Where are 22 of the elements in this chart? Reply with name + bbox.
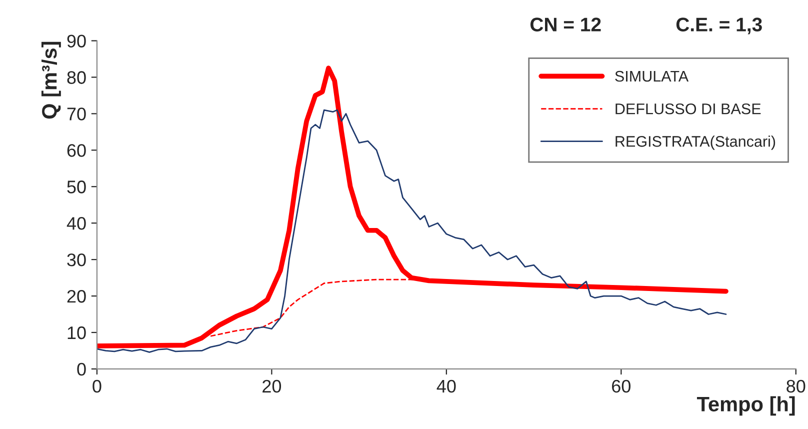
text: CN = 12 — [530, 18, 601, 32]
x-tick-label: 20 — [262, 380, 282, 393]
y-tick-label: 20 — [67, 290, 86, 303]
y-tick-label: 60 — [67, 144, 86, 157]
x-tick-label: 40 — [436, 380, 456, 393]
legend-label: REGISTRATA(Stancari) — [616, 136, 776, 150]
y-tick-label: 70 — [67, 108, 86, 120]
legend-label: DEFLUSSO DI BASE — [616, 103, 761, 114]
x-tick-label: 80 — [786, 380, 806, 393]
y-tick-label: 90 — [67, 34, 86, 48]
y-axis-title: Q [m³/s] — [41, 42, 61, 119]
text: C.E. = 1,3 — [676, 18, 762, 34]
x-tick-label: 60 — [612, 380, 630, 393]
y-tick-label: 50 — [67, 180, 86, 194]
y-tick-label: 40 — [66, 217, 86, 230]
y-tick-label: 30 — [67, 253, 86, 266]
x-axis-title: Tempo [h] — [696, 396, 795, 416]
x-tick-label: 0 — [92, 380, 102, 393]
y-tick-label: 10 — [68, 326, 86, 340]
legend-label: SIMULATA — [615, 70, 689, 82]
y-tick-label: 80 — [67, 71, 86, 84]
y-tick-label: 0 — [77, 362, 86, 376]
